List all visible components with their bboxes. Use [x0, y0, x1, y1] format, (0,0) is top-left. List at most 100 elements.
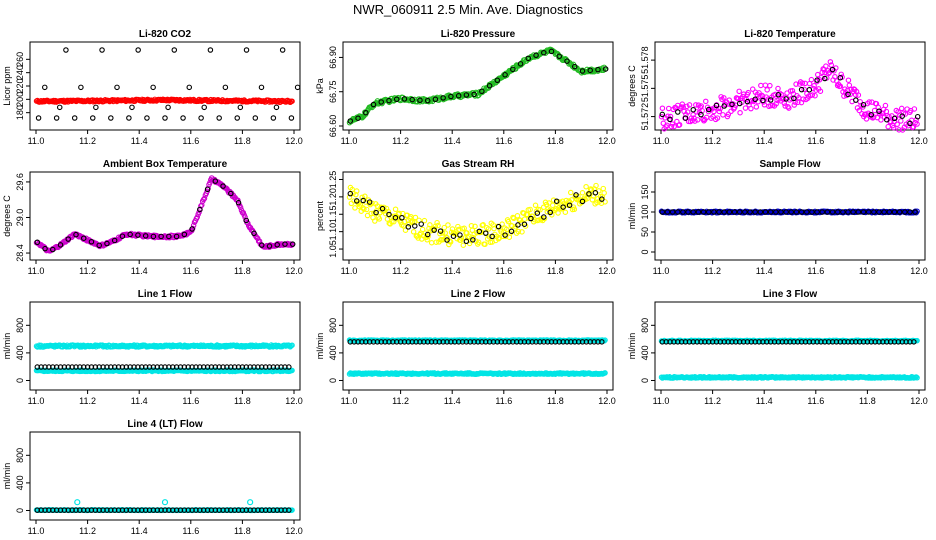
x-tick-label: 11.4	[444, 396, 461, 406]
data-point	[690, 106, 696, 113]
data-point	[361, 206, 367, 212]
data-point	[445, 222, 451, 228]
data-point	[860, 209, 867, 215]
data-point	[50, 246, 56, 253]
data-point	[424, 237, 430, 243]
data-point	[579, 190, 586, 196]
data-point	[212, 178, 219, 184]
data-point	[767, 97, 774, 103]
data-point	[737, 109, 743, 116]
data-point	[586, 191, 592, 197]
data-point	[832, 73, 838, 80]
panel-1: Li-820 CO2 Licor ppm 11.0 11.2 11.4 11.6 11.8 1…	[2, 29, 303, 146]
data-point	[234, 115, 240, 121]
data-point	[289, 367, 295, 374]
data-point	[247, 499, 254, 506]
y-tick-label: 400	[15, 345, 25, 360]
y-tick-label: 260	[15, 52, 25, 67]
data-point	[353, 198, 360, 204]
data-point	[811, 83, 817, 89]
data-point	[871, 209, 877, 215]
data-point	[714, 115, 721, 121]
x-tick-label: 11.8	[547, 266, 564, 276]
x-tick-label: 12.0	[285, 396, 303, 406]
x-tick-label: 11.0	[653, 136, 670, 146]
data-point	[198, 203, 204, 209]
data-point	[775, 92, 782, 98]
y-tick-label: 200	[15, 92, 25, 107]
x-tick-label: 11.2	[704, 136, 721, 146]
data-point	[601, 190, 607, 196]
plot-frame	[29, 301, 301, 391]
y-axis-label: degrees C	[627, 65, 637, 107]
data-point	[289, 242, 295, 248]
data-point	[363, 206, 370, 213]
x-tick-label: 11.6	[495, 136, 512, 146]
data-point	[764, 87, 770, 93]
data-point	[878, 117, 884, 123]
data-point	[896, 127, 902, 133]
data-point	[161, 499, 169, 506]
data-point	[353, 191, 359, 198]
data-point	[461, 225, 467, 232]
data-point	[682, 115, 689, 121]
data-point	[510, 66, 516, 73]
data-point	[544, 209, 551, 215]
x-tick-label: 11.4	[131, 526, 148, 536]
data-point	[814, 71, 821, 78]
data-point	[809, 92, 816, 98]
x-tick-label: 11.0	[28, 526, 45, 536]
data-point	[698, 111, 704, 118]
data-point	[439, 95, 446, 102]
data-point	[690, 209, 696, 215]
data-point	[243, 47, 250, 53]
y-tick-label: 1.10	[328, 223, 338, 241]
data-point	[840, 209, 846, 215]
data-point	[144, 115, 150, 121]
data-point	[678, 104, 685, 110]
data-point	[669, 209, 676, 215]
data-point	[749, 86, 756, 92]
data-point	[685, 118, 692, 125]
y-axis-label: ml/min	[627, 203, 637, 230]
data-point	[863, 116, 870, 122]
x-tick-label: 11.2	[79, 526, 96, 536]
data-point	[845, 209, 851, 215]
data-point	[692, 118, 698, 124]
plot-frame	[29, 431, 301, 521]
data-point	[898, 105, 905, 112]
data-point	[894, 121, 900, 128]
data-point	[376, 216, 383, 222]
data-point	[180, 115, 186, 121]
data-point	[891, 115, 898, 122]
panel-title: Gas Stream RH	[442, 159, 515, 170]
data-point	[826, 69, 833, 76]
y-tick-label: 220	[15, 78, 25, 93]
data-point	[412, 223, 418, 229]
x-tick-label: 11.4	[131, 266, 148, 276]
data-point	[693, 102, 699, 108]
data-point	[200, 196, 207, 203]
data-point	[402, 227, 409, 233]
data-point	[742, 105, 749, 111]
data-point	[279, 47, 286, 53]
data-point	[475, 239, 482, 245]
x-tick-label: 11.0	[653, 266, 670, 276]
data-point	[274, 242, 280, 248]
x-tick-label: 11.8	[859, 396, 876, 406]
data-point	[588, 187, 595, 193]
data-point	[729, 101, 735, 108]
data-point	[455, 223, 461, 230]
y-axis-label: degrees C	[2, 195, 12, 237]
x-tick-label: 11.0	[28, 396, 45, 406]
data-point	[573, 192, 579, 198]
data-point	[479, 88, 485, 95]
data-point	[495, 223, 502, 230]
data-point	[834, 209, 841, 215]
y-tick-label: 400	[15, 475, 25, 490]
plot-frame	[342, 41, 614, 131]
y-tick-label: 29.6	[15, 173, 25, 191]
data-point	[592, 190, 599, 196]
data-point	[600, 185, 607, 192]
